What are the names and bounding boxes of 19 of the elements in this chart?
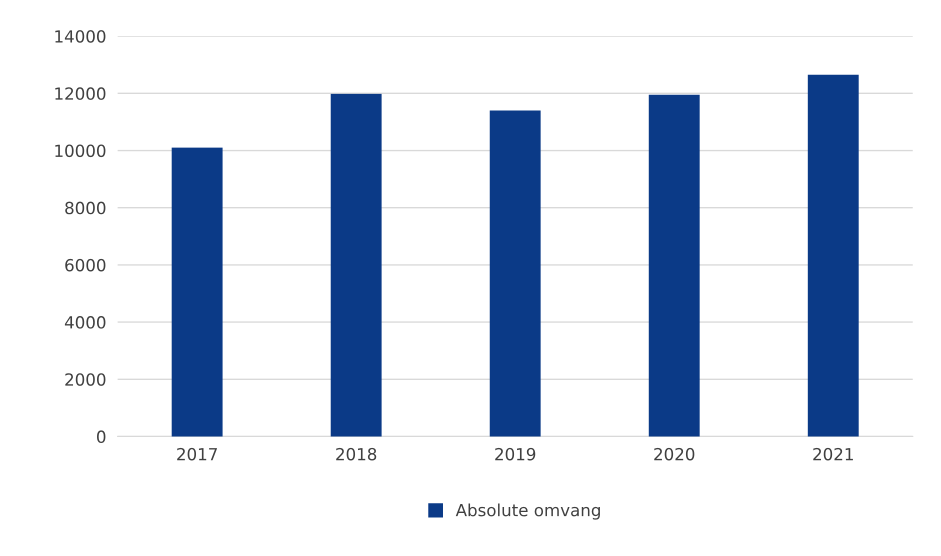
x-tick-label: 2018 bbox=[336, 448, 376, 460]
y-tick-label: 12000 bbox=[55, 87, 106, 100]
legend-label: Absolute omvang bbox=[456, 504, 600, 520]
bar bbox=[808, 74, 859, 436]
x-tick-label: 2019 bbox=[495, 448, 536, 460]
y-tick-label: 10000 bbox=[55, 144, 106, 158]
y-tick-label: 4000 bbox=[64, 316, 106, 329]
y-tick-label: 6000 bbox=[65, 258, 106, 272]
bar bbox=[490, 110, 541, 436]
y-tick-label: 14000 bbox=[55, 30, 106, 43]
bar bbox=[330, 94, 382, 436]
y-tick-label: 8000 bbox=[65, 202, 106, 214]
x-tick-label: 2017 bbox=[177, 448, 217, 460]
x-tick-label: 2021 bbox=[813, 448, 853, 460]
y-tick-label: 0 bbox=[97, 430, 106, 444]
bar bbox=[172, 148, 223, 436]
bar bbox=[648, 94, 700, 436]
y-tick-label: 2000 bbox=[65, 373, 106, 386]
x-tick-label: 2020 bbox=[654, 448, 694, 460]
